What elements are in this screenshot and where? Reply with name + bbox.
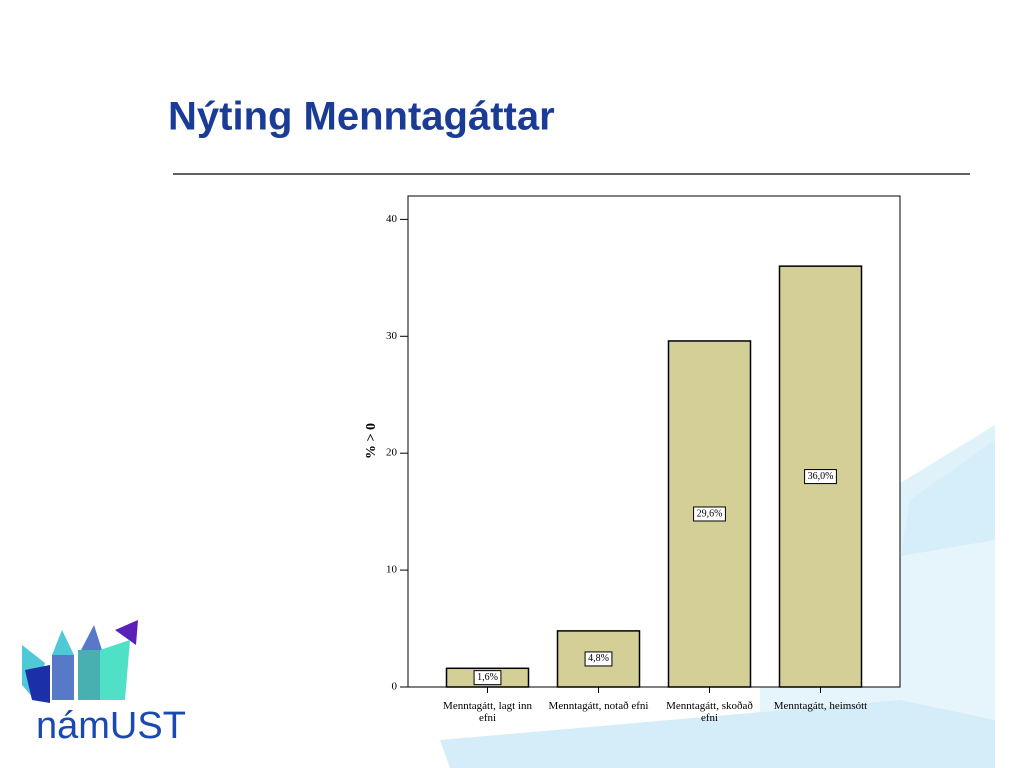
value-label-box [693,506,726,522]
x-tick-label: Menntagátt, lagt inn efni [443,700,532,724]
slide-title: Nýting Menntagáttar [168,95,555,139]
y-tick-label: 40 [386,213,398,225]
value-label: 1,6% [477,672,498,683]
value-label: 36,0% [808,471,834,482]
value-label-box [584,651,613,667]
y-tick-label: 20 [386,447,398,459]
value-label-box [473,670,502,686]
y-tick-label: 30 [386,330,398,342]
value-label-box [804,469,837,485]
y-axis-label: % > 0 [364,423,379,459]
x-tick-label: Menntagátt, heimsótt [773,700,868,712]
logo-text: námUST [36,705,186,747]
logo: námUST [22,620,186,747]
value-label: 4,8% [588,653,609,664]
y-tick-label: 0 [392,681,398,693]
x-tick-label: Menntagátt, skoðað efni [666,700,753,724]
value-label: 29,6% [697,508,723,519]
x-tick-label: Menntagátt, notað efni [548,700,649,712]
y-tick-label: 10 [386,564,398,576]
